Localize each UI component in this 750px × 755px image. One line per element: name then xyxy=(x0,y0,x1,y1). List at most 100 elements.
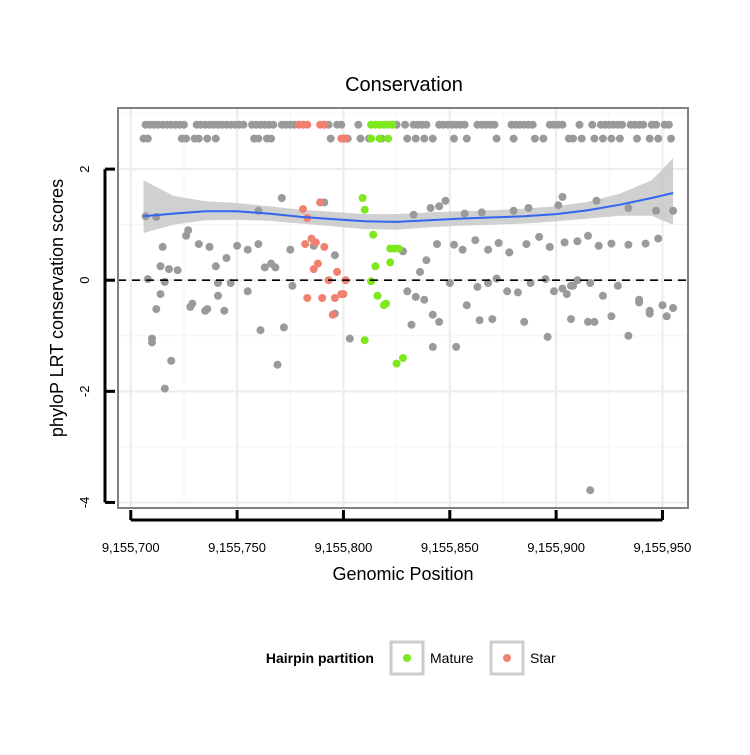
y-axis: -4 -2 0 2 xyxy=(77,165,115,508)
y-axis-label: phyloP LRT conservation scores xyxy=(47,179,67,437)
point-other xyxy=(490,120,499,129)
x-tick-label: 9,155,750 xyxy=(208,540,266,555)
point-other xyxy=(473,282,482,291)
point-mature xyxy=(360,205,369,214)
point-other xyxy=(539,134,548,143)
point-other xyxy=(575,120,584,129)
point-other xyxy=(590,317,599,326)
point-other xyxy=(277,194,286,202)
point-other xyxy=(562,290,571,299)
point-other xyxy=(243,287,252,296)
x-axis-label: Genomic Position xyxy=(332,564,473,584)
point-other xyxy=(488,315,497,324)
point-star xyxy=(339,290,348,299)
point-star xyxy=(320,120,329,129)
point-other xyxy=(613,281,622,290)
point-other xyxy=(569,281,578,290)
point-other xyxy=(330,251,339,260)
point-other xyxy=(558,120,567,129)
point-other xyxy=(598,134,607,143)
point-other xyxy=(201,306,210,315)
point-other xyxy=(522,240,531,249)
point-other xyxy=(288,281,297,290)
point-star xyxy=(316,198,325,207)
point-other xyxy=(607,239,616,248)
point-mature xyxy=(384,134,393,143)
legend-entry-star: Star xyxy=(489,640,556,676)
point-other xyxy=(243,245,252,254)
point-other xyxy=(220,306,229,315)
point-other xyxy=(435,202,444,211)
point-mature xyxy=(358,194,367,202)
point-mature xyxy=(394,244,403,253)
point-other xyxy=(477,208,486,217)
point-other xyxy=(428,134,437,143)
point-other xyxy=(184,226,193,235)
point-other xyxy=(267,134,276,143)
y-tick-label: -2 xyxy=(77,386,92,398)
data-points xyxy=(139,120,678,495)
x-tick-label: 9,155,800 xyxy=(315,540,373,555)
point-other xyxy=(148,334,156,343)
point-other xyxy=(422,120,431,129)
legend: Hairpin partition Mature Star xyxy=(266,640,556,676)
point-other xyxy=(503,287,512,296)
point-star xyxy=(303,120,312,129)
point-other xyxy=(203,134,212,143)
point-other xyxy=(428,310,437,319)
point-other xyxy=(356,134,365,143)
point-other xyxy=(618,120,627,129)
point-other xyxy=(428,342,437,351)
point-other xyxy=(441,196,450,205)
point-other xyxy=(345,334,354,343)
point-other xyxy=(426,204,435,212)
point-other xyxy=(179,120,188,129)
point-other xyxy=(569,134,578,143)
point-other xyxy=(492,274,501,283)
point-other xyxy=(528,120,537,129)
point-other xyxy=(188,299,197,308)
point-other xyxy=(256,326,265,335)
x-tick-label: 9,155,900 xyxy=(527,540,585,555)
point-other xyxy=(450,240,458,249)
point-mature xyxy=(392,359,401,368)
point-other xyxy=(337,120,346,129)
legend-entry-mature: Mature xyxy=(389,640,474,676)
point-other xyxy=(607,312,616,321)
point-other xyxy=(484,245,493,254)
point-other xyxy=(409,210,418,219)
point-other xyxy=(471,236,480,245)
point-other xyxy=(160,384,169,393)
point-other xyxy=(403,134,412,143)
point-other xyxy=(326,134,335,143)
point-other xyxy=(662,312,671,321)
point-star xyxy=(328,310,337,319)
point-star xyxy=(309,265,318,274)
point-other xyxy=(592,196,601,205)
point-star xyxy=(301,240,310,249)
point-star xyxy=(303,294,312,302)
point-other xyxy=(615,134,624,143)
point-other xyxy=(558,284,567,293)
point-other xyxy=(524,204,533,212)
point-other xyxy=(639,120,648,129)
point-other xyxy=(652,120,661,129)
panel-border xyxy=(117,107,689,509)
point-mature xyxy=(371,262,380,271)
point-other xyxy=(152,305,161,314)
point-mature xyxy=(367,134,376,143)
point-star xyxy=(318,294,327,302)
point-other xyxy=(607,134,616,143)
point-other xyxy=(420,295,429,304)
point-other xyxy=(573,276,582,285)
point-other xyxy=(407,320,416,329)
point-other xyxy=(143,275,152,284)
point-other xyxy=(520,317,529,326)
point-other xyxy=(584,317,592,326)
point-other xyxy=(658,301,667,310)
point-other xyxy=(513,288,522,297)
point-other xyxy=(554,201,563,210)
point-other xyxy=(422,256,431,265)
point-mature xyxy=(369,230,378,239)
